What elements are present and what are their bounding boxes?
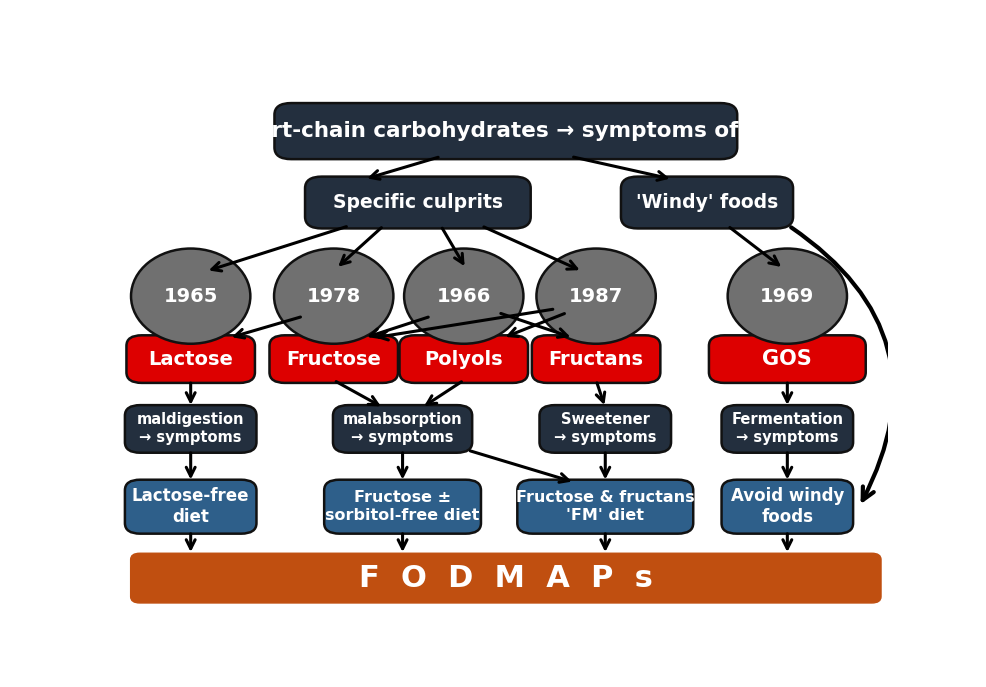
FancyBboxPatch shape <box>539 405 670 453</box>
Text: Fructans: Fructans <box>548 350 643 369</box>
Text: Short-chain carbohydrates → symptoms of IBS: Short-chain carbohydrates → symptoms of … <box>226 121 785 141</box>
Text: 1969: 1969 <box>759 286 813 306</box>
Text: Fructose: Fructose <box>286 350 381 369</box>
Text: Lactose: Lactose <box>148 350 233 369</box>
Text: maldigestion
→ symptoms: maldigestion → symptoms <box>137 412 245 445</box>
Ellipse shape <box>131 249 250 344</box>
FancyBboxPatch shape <box>274 103 737 159</box>
Text: 1966: 1966 <box>436 286 490 306</box>
FancyBboxPatch shape <box>126 335 254 383</box>
Ellipse shape <box>274 249 393 344</box>
FancyBboxPatch shape <box>620 177 793 229</box>
Text: Avoid windy
foods: Avoid windy foods <box>730 487 843 526</box>
Text: Fermentation
→ symptoms: Fermentation → symptoms <box>731 412 842 445</box>
FancyBboxPatch shape <box>323 480 480 534</box>
Text: Sweetener
→ symptoms: Sweetener → symptoms <box>553 412 656 445</box>
Text: F  O  D  M  A  P  s: F O D M A P s <box>359 563 652 593</box>
FancyBboxPatch shape <box>721 405 852 453</box>
Ellipse shape <box>536 249 655 344</box>
Text: Specific culprits: Specific culprits <box>332 193 502 212</box>
Text: 1978: 1978 <box>307 286 361 306</box>
FancyBboxPatch shape <box>305 177 530 229</box>
FancyBboxPatch shape <box>399 335 528 383</box>
Ellipse shape <box>403 249 523 344</box>
FancyBboxPatch shape <box>721 480 852 534</box>
Text: Fructose ±
sorbitol-free diet: Fructose ± sorbitol-free diet <box>325 491 479 523</box>
Ellipse shape <box>727 249 846 344</box>
FancyArrowPatch shape <box>791 227 892 500</box>
Text: 1987: 1987 <box>568 286 622 306</box>
FancyBboxPatch shape <box>269 335 397 383</box>
Text: Polyols: Polyols <box>424 350 503 369</box>
Text: Lactose-free
diet: Lactose-free diet <box>132 487 249 526</box>
FancyBboxPatch shape <box>125 480 256 534</box>
Text: malabsorption
→ symptoms: malabsorption → symptoms <box>342 412 461 445</box>
FancyBboxPatch shape <box>517 480 692 534</box>
FancyBboxPatch shape <box>708 335 865 383</box>
FancyBboxPatch shape <box>125 405 256 453</box>
Text: 1965: 1965 <box>164 286 218 306</box>
Text: 'Windy' foods: 'Windy' foods <box>635 193 777 212</box>
FancyBboxPatch shape <box>130 553 880 603</box>
FancyBboxPatch shape <box>332 405 471 453</box>
Text: Fructose & fructans
'FM' diet: Fructose & fructans 'FM' diet <box>516 491 694 523</box>
FancyBboxPatch shape <box>531 335 660 383</box>
Text: GOS: GOS <box>761 349 811 369</box>
